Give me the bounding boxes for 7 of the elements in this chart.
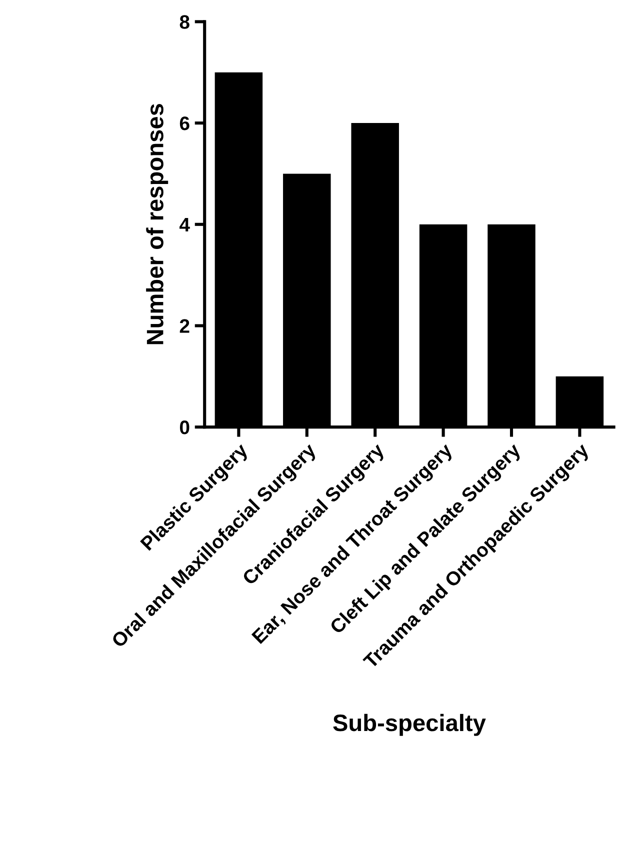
y-axis-title: Number of responses [146,104,168,344]
y-tick-label: 6 [180,116,190,130]
y-tick-label: 2 [180,319,190,333]
y-tick-label: 4 [180,218,190,232]
x-axis-title: Sub-specialty [333,714,486,736]
y-tick-label: 0 [180,420,190,434]
y-tick-label: 8 [180,15,190,29]
